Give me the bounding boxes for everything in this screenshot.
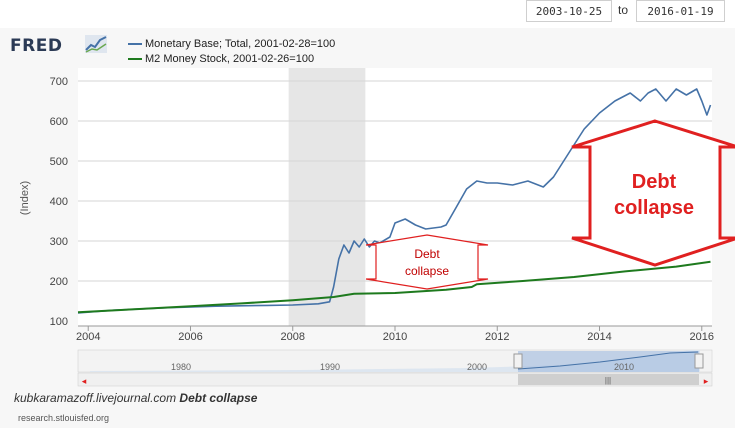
legend-label: M2 Money Stock, 2001-02-26=100 [145,53,315,65]
big-arrow-shape [571,119,735,267]
big-arrow-label-line2: collapse [614,197,694,219]
navigator-scrollbar-thumb[interactable] [518,374,699,385]
navigator-tick-label: 1980 [171,362,191,372]
end-date-input[interactable]: 2016-01-19 [636,0,725,22]
recession-band [288,68,366,326]
range-navigator[interactable]: 1980 1990 2000 2010 ||| ◂ ▸ [77,349,713,387]
navigator-tick-label: 1990 [320,362,340,372]
x-tick-label: 2006 [178,331,202,343]
recession-layer [288,68,366,326]
navigator-tick-label: 2010 [614,362,634,372]
date-range-separator: to [618,3,629,17]
navigator-scrollbar-grip: ||| [605,376,611,385]
series-line-monetary-base [77,88,712,314]
legend-label: Monetary Base; Total, 2001-02-28=100 [145,38,336,50]
x-tick-label: 2016 [690,331,714,343]
y-tick-label: 200 [50,276,68,288]
x-tick-label: 2012 [485,331,509,343]
series-line-m2 [77,260,711,314]
small-arrow-label-line2: collapse [405,264,449,278]
small-arrow-label-line1: Debt [414,247,440,261]
start-date-input[interactable]: 2003-10-25 [526,0,612,22]
big-arrow-label-line1: Debt [632,171,677,193]
small-debt-collapse-arrow: Debt collapse [365,234,489,290]
x-tick-label: 2008 [280,331,304,343]
y-tick-label: 500 [50,156,68,168]
legend-swatch-monetary-base [128,43,142,46]
series-layer [77,88,712,314]
axes: 100 200 300 400 500 600 700 2004 2006 2008 2010 201… [19,76,714,343]
y-axis-label: (Index) [19,181,31,215]
y-tick-label: 300 [50,236,68,248]
navigator-tick-label: 2000 [467,362,487,372]
small-arrow-shape [365,234,489,290]
legend-item-monetary-base[interactable]: Monetary Base; Total, 2001-02-28=100 [128,38,335,50]
x-tick-label: 2004 [76,331,100,343]
navigator-ticks: 1980 1990 2000 2010 [171,362,634,372]
legend-swatch-m2 [128,58,142,61]
y-tick-label: 400 [50,196,68,208]
fred-logo[interactable]: FRED [10,36,63,56]
navigator-right-handle[interactable] [694,353,704,369]
watermark: kubkaramazoff.livejournal.com Debt colla… [14,391,257,405]
navigator-selection[interactable] [518,351,699,372]
navigator-selection-line [517,351,699,370]
watermark-title: Debt collapse [179,391,258,405]
fred-chart-icon [85,35,107,53]
scroll-right-arrow[interactable]: ▸ [704,377,709,387]
y-tick-label: 100 [50,316,68,328]
watermark-site: kubkaramazoff.livejournal.com [14,391,177,405]
y-tick-label: 700 [50,76,68,88]
legend-item-m2[interactable]: M2 Money Stock, 2001-02-26=100 [128,53,314,65]
y-tick-label: 600 [50,116,68,128]
x-tick-label: 2010 [383,331,407,343]
x-tick-label: 2014 [587,331,611,343]
scroll-left-arrow[interactable]: ◂ [82,377,87,387]
annotations: Debt collapse Debt collapse [365,119,735,290]
big-debt-collapse-arrow: Debt collapse [571,119,735,267]
source-link[interactable]: research.stlouisfed.org [18,413,110,423]
navigator-left-handle[interactable] [513,353,523,369]
